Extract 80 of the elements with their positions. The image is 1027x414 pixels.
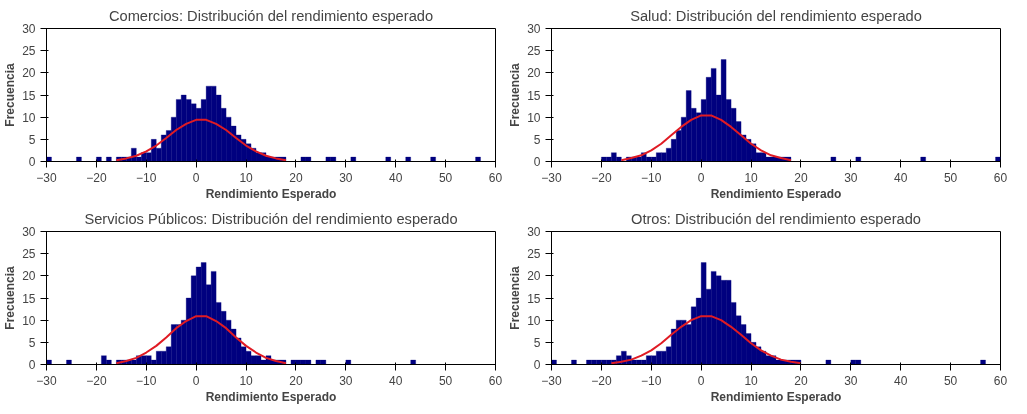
x-tick-label: 40	[389, 170, 403, 185]
x-axis-title: Rendimiento Esperado	[710, 186, 842, 201]
y-tick-label: 5	[28, 335, 36, 350]
x-tick-label: −20	[591, 373, 612, 388]
y-tick-label: 10	[22, 313, 36, 328]
x-tick-label: −30	[541, 170, 562, 185]
y-axis-title: Frecuencia	[3, 62, 18, 127]
y-axis-title: Frecuencia	[508, 62, 523, 127]
x-tick-label: 60	[488, 170, 503, 185]
chart-title: Otros: Distribución del rendimiento esperado	[630, 210, 922, 227]
x-tick-label: 40	[894, 170, 908, 185]
x-tick-label: 40	[894, 373, 908, 388]
y-axis-title: Frecuencia	[3, 265, 18, 330]
y-tick-label: 20	[527, 269, 541, 284]
y-tick-label: 0	[533, 358, 541, 372]
x-tick-label: 0	[697, 170, 705, 185]
x-tick-label: −30	[541, 373, 562, 388]
x-tick-label: 20	[289, 170, 303, 185]
y-tick-label: 0	[28, 358, 36, 372]
y-tick-label: 5	[28, 132, 36, 147]
x-tick-label: 50	[438, 373, 453, 388]
y-tick-label: 30	[527, 22, 541, 36]
x-axis-title: Rendimiento Esperado	[710, 389, 842, 404]
x-tick-label: 10	[744, 373, 759, 388]
y-axis-title: Frecuencia	[508, 265, 523, 330]
x-axis-title: Rendimiento Esperado	[205, 186, 337, 201]
y-tick-label: 30	[22, 22, 36, 36]
x-tick-label: 0	[697, 373, 705, 388]
x-tick-label: −30	[36, 170, 57, 185]
x-tick-label: 60	[993, 373, 1008, 388]
x-tick-label: 30	[844, 170, 858, 185]
y-tick-label: 5	[533, 335, 541, 350]
y-tick-label: 15	[527, 291, 541, 306]
x-tick-label: −10	[641, 170, 662, 185]
y-tick-label: 25	[527, 44, 541, 59]
y-tick-label: 0	[28, 155, 36, 169]
x-tick-label: 60	[488, 373, 503, 388]
x-tick-label: 0	[192, 170, 200, 185]
x-tick-label: 10	[239, 170, 254, 185]
x-tick-label: 30	[339, 373, 353, 388]
chart-title: Servicios Públicos: Distribución del rendimiento esperado	[84, 210, 458, 227]
y-tick-label: 10	[527, 110, 541, 125]
x-tick-label: −10	[136, 170, 157, 185]
x-tick-label: 50	[438, 170, 453, 185]
y-tick-label: 30	[527, 225, 541, 239]
y-tick-label: 20	[527, 66, 541, 81]
y-tick-label: 30	[22, 225, 36, 239]
x-tick-label: 40	[389, 373, 403, 388]
y-tick-label: 25	[22, 247, 36, 262]
y-tick-label: 0	[533, 155, 541, 169]
y-tick-label: 15	[22, 291, 36, 306]
y-tick-label: 10	[527, 313, 541, 328]
y-tick-label: 5	[533, 132, 541, 147]
y-tick-label: 10	[22, 110, 36, 125]
x-tick-label: −20	[86, 373, 107, 388]
x-tick-label: −30	[36, 373, 57, 388]
x-axis-title: Rendimiento Esperado	[205, 389, 337, 404]
y-tick-label: 15	[22, 88, 36, 103]
x-tick-label: 30	[339, 170, 353, 185]
y-tick-label: 20	[22, 66, 36, 81]
x-tick-label: 20	[289, 373, 303, 388]
y-tick-label: 25	[527, 247, 541, 262]
x-tick-label: 30	[844, 373, 858, 388]
x-tick-label: 10	[744, 170, 759, 185]
x-tick-label: 50	[943, 170, 958, 185]
x-tick-label: −10	[641, 373, 662, 388]
y-tick-label: 15	[527, 88, 541, 103]
x-tick-label: 20	[794, 373, 808, 388]
x-tick-label: 50	[943, 373, 958, 388]
y-tick-label: 25	[22, 44, 36, 59]
x-tick-label: 60	[993, 170, 1008, 185]
x-tick-label: 0	[192, 373, 200, 388]
chart-title: Comercios: Distribución del rendimiento esperado	[108, 7, 434, 24]
x-tick-label: −20	[86, 170, 107, 185]
chart-title: Salud: Distribución del rendimiento esperado	[630, 7, 922, 24]
x-tick-label: 20	[794, 170, 808, 185]
x-tick-label: −10	[136, 373, 157, 388]
x-tick-label: 10	[239, 373, 254, 388]
x-tick-label: −20	[591, 170, 612, 185]
y-tick-label: 20	[22, 269, 36, 284]
